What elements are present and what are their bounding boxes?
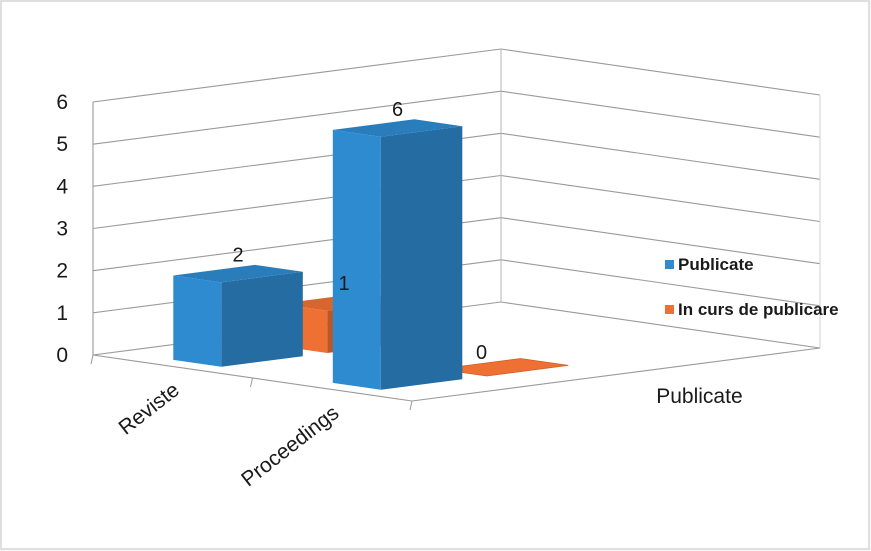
x-tick-mark xyxy=(250,377,253,388)
legend-swatch xyxy=(665,305,674,314)
bar-face xyxy=(438,358,569,377)
bar-publicate-reviste xyxy=(173,264,303,367)
axes xyxy=(90,102,821,411)
y-tick-label: 4 xyxy=(56,175,68,198)
legend-label: In curs de publicare xyxy=(678,300,839,319)
legend-label: Publicate xyxy=(678,255,754,274)
bar-front-face xyxy=(332,129,381,390)
bar-front-face xyxy=(173,275,222,367)
bar-side-face xyxy=(380,126,463,390)
bar-side-face xyxy=(221,271,303,367)
y-tick-label: 6 xyxy=(56,91,68,114)
bar-top-face xyxy=(173,264,303,283)
y-tick-label: 2 xyxy=(56,260,68,283)
data-label: 0 xyxy=(476,342,487,364)
bar-top-face xyxy=(332,119,463,137)
data-label: 1 xyxy=(339,273,350,295)
y-tick-label: 5 xyxy=(56,133,68,156)
y-tick-label: 0 xyxy=(56,344,68,367)
depth-axis-label: Publicate xyxy=(656,385,742,408)
y-tick-label: 3 xyxy=(56,218,68,241)
bars xyxy=(173,119,569,390)
x-tick-mark xyxy=(90,354,94,365)
data-label: 6 xyxy=(392,99,403,121)
legend-swatch xyxy=(665,260,674,269)
y-tick-label: 1 xyxy=(56,302,68,325)
bar-in-curs-de-publicare-proceedings xyxy=(438,358,569,377)
data-label: 2 xyxy=(232,245,243,267)
legend: Publicate In curs de publicare xyxy=(665,255,839,319)
x-tick-mark xyxy=(409,400,413,411)
bar-publicate-proceedings xyxy=(332,119,463,390)
